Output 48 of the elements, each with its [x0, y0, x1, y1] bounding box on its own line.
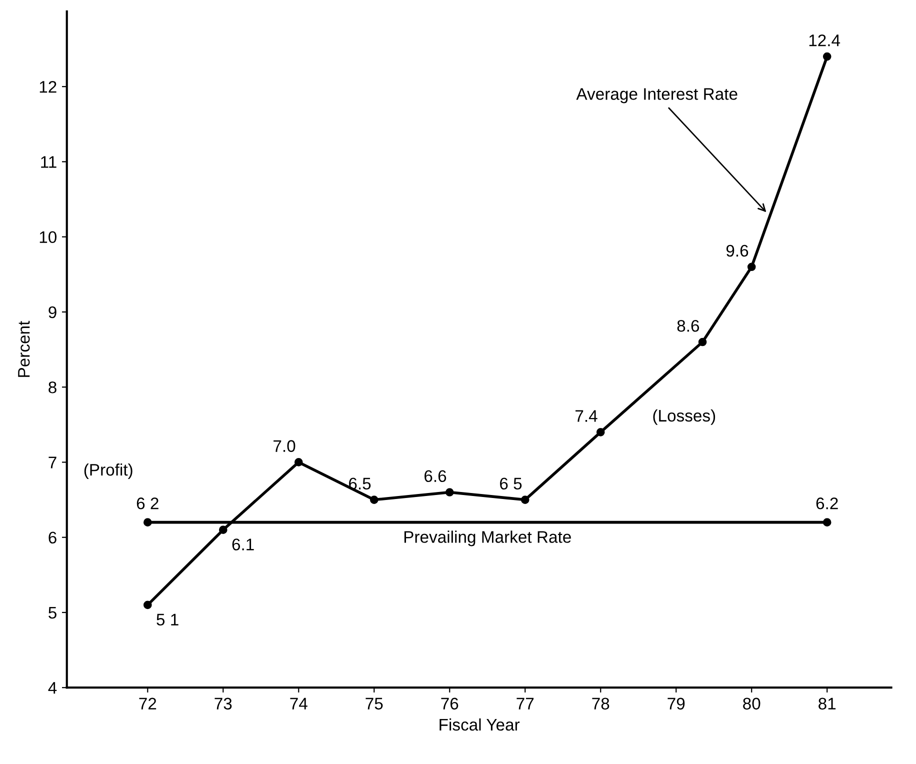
x-tick-label: 76 — [441, 698, 458, 710]
data-label: 12.4 — [809, 34, 840, 46]
point — [370, 496, 378, 504]
x-tick-label: 73 — [214, 698, 232, 710]
data-label: 7.4 — [576, 410, 598, 422]
point — [520, 496, 530, 504]
data-label: 6 5 — [500, 478, 522, 490]
y-tick-label: 7 — [48, 456, 56, 468]
x-tick-label: 81 — [818, 698, 836, 710]
data-label: 8.6 — [677, 320, 700, 332]
data-label: 6.6 — [424, 470, 446, 482]
x-axis-title: Fiscal Year — [440, 718, 520, 731]
annotation: Average Interest Rate — [576, 88, 738, 104]
point — [445, 488, 454, 496]
x-tick-label: 72 — [139, 698, 156, 710]
data-label: 6.2 — [816, 498, 838, 510]
point — [822, 52, 832, 61]
annotation: (Profit) — [84, 463, 132, 479]
data-label: 9.6 — [726, 244, 748, 257]
y-axis-title: Percent — [18, 320, 30, 377]
y-tick-label: 6 — [48, 532, 56, 544]
y-tick-label: 9 — [48, 306, 56, 318]
point — [143, 518, 152, 526]
point — [294, 458, 303, 466]
point — [596, 428, 605, 436]
y-tick-label: 10 — [40, 231, 56, 244]
x-tick-label: 78 — [592, 698, 610, 710]
data-label: 6 2 — [136, 498, 158, 510]
x-tick-label: 74 — [290, 698, 308, 710]
point — [698, 338, 707, 346]
data-label: 7.0 — [274, 440, 296, 452]
y-tick-label: 4 — [48, 682, 57, 694]
x-tick-label: 79 — [668, 698, 685, 710]
y-tick-label: 12 — [40, 80, 56, 93]
y-tick-label: 11 — [41, 156, 56, 168]
x-tick-label: 77 — [516, 698, 534, 710]
x-tick-label: 75 — [366, 698, 383, 710]
point — [747, 262, 756, 272]
series-label: Prevailing Market Rate — [404, 530, 571, 546]
data-label: 5 1 — [156, 614, 178, 626]
y-tick-label: 8 — [48, 381, 56, 394]
annotation: (Losses) — [653, 409, 716, 425]
data-label: 6.1 — [232, 538, 254, 550]
point — [143, 600, 152, 610]
point — [822, 518, 832, 526]
x-tick-label: 80 — [743, 698, 760, 710]
point — [218, 526, 228, 534]
y-tick-label: 5 — [48, 607, 56, 619]
